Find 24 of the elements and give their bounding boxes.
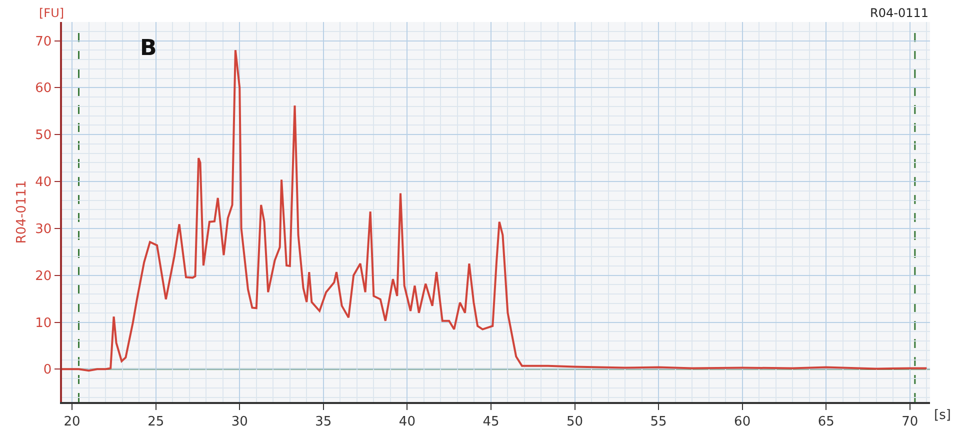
x-tick-label: 55 bbox=[650, 414, 667, 430]
x-tick-label: 35 bbox=[315, 414, 332, 430]
x-tick-label: 40 bbox=[398, 414, 416, 430]
x-tick-label: 25 bbox=[148, 414, 164, 430]
y-tick-label: 50 bbox=[35, 128, 52, 144]
y-tick-label: 70 bbox=[35, 34, 52, 50]
x-tick-label: 70 bbox=[902, 414, 918, 430]
annotation: B bbox=[140, 36, 157, 61]
x-tick-label: 65 bbox=[818, 414, 834, 430]
y-tick-label: 30 bbox=[35, 222, 52, 237]
text: [FU] bbox=[39, 6, 64, 20]
x-tick-label: 30 bbox=[231, 414, 248, 430]
y-tick-label: 60 bbox=[35, 81, 52, 96]
y-tick-label: 40 bbox=[35, 175, 52, 190]
x-axis-title: [s] bbox=[934, 408, 951, 423]
y-tick-label: 20 bbox=[35, 268, 52, 284]
x-tick-label: 60 bbox=[734, 414, 751, 430]
x-tick-label: 45 bbox=[482, 414, 500, 430]
y-axis-title: R04-0111 bbox=[14, 180, 30, 244]
x-tick-label: 50 bbox=[566, 414, 584, 430]
y-tick-label: 10 bbox=[35, 316, 52, 331]
y-tick-label: 0 bbox=[43, 362, 52, 378]
x-tick-label: 20 bbox=[64, 414, 80, 430]
text: R04-0111 bbox=[870, 6, 928, 20]
